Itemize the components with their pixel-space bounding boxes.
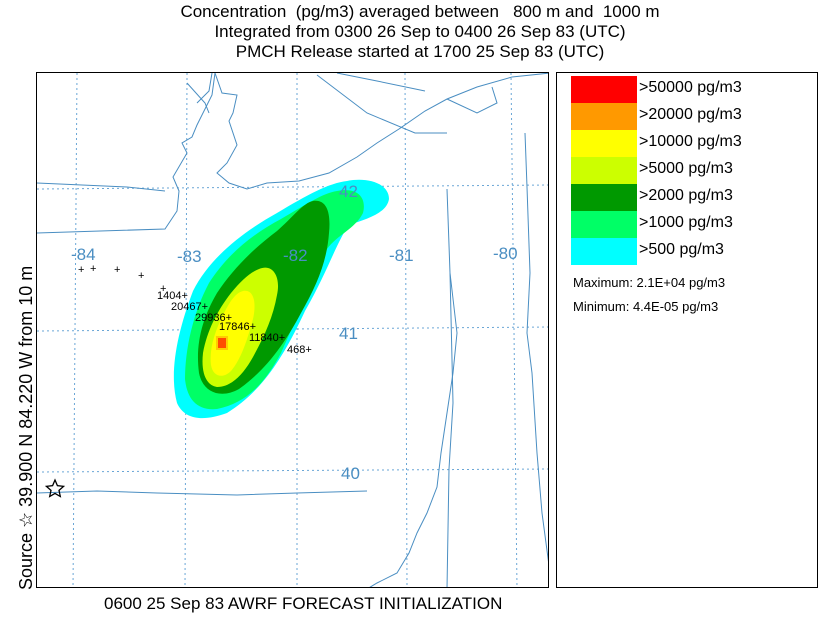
point-value: 11840+ xyxy=(249,332,285,344)
sampler-mark: + xyxy=(78,264,84,276)
lon-label-83: -83 xyxy=(177,247,202,266)
legend-label: >1000 pg/m3 xyxy=(639,214,733,231)
concentration-plume xyxy=(173,179,389,419)
lon-label-80: -80 xyxy=(493,244,518,263)
lon-label-81: -81 xyxy=(389,246,414,265)
title-line-3: PMCH Release started at 1700 25 Sep 83 (… xyxy=(235,42,605,61)
lat-label-40: 40 xyxy=(341,464,360,483)
legend-swatch xyxy=(571,238,637,265)
point-value: 17846+ xyxy=(219,321,256,333)
legend-swatch xyxy=(571,157,637,184)
lat-label-41: 41 xyxy=(339,324,358,343)
latitude-labels: 42 41 40 xyxy=(339,182,360,483)
legend-label: >2000 pg/m3 xyxy=(639,187,733,204)
legend-item-500: >500 pg/m3 xyxy=(571,238,811,265)
legend-label: >500 pg/m3 xyxy=(639,241,724,258)
legend-item-50000: >50000 pg/m3 xyxy=(571,76,811,103)
point-value: 1404+ xyxy=(157,290,188,302)
legend-item-10000: >10000 pg/m3 xyxy=(571,130,811,157)
legend-swatch xyxy=(571,130,637,157)
boundaries xyxy=(37,73,548,587)
star-icon xyxy=(44,478,66,498)
sampler-mark: + xyxy=(90,263,96,275)
lat-label-42: 42 xyxy=(339,182,358,201)
legend-swatch xyxy=(571,76,637,103)
point-values: 1404+ 20467+ 29936+ 17846+ 11840+ 468+ xyxy=(157,290,312,356)
sampler-marks: + + + + + xyxy=(78,263,166,295)
legend-label: >50000 pg/m3 xyxy=(639,79,742,96)
point-value: 29936+ xyxy=(195,312,232,324)
title-line-2: Integrated from 0300 26 Sep to 0400 26 S… xyxy=(214,22,626,41)
legend-swatch xyxy=(571,211,637,238)
longitude-labels: -84 -83 -82 -81 -80 xyxy=(71,244,518,266)
point-value: 468+ xyxy=(287,344,312,356)
legend-item-2000: >2000 pg/m3 xyxy=(571,184,811,211)
legend-item-20000: >20000 pg/m3 xyxy=(571,103,811,130)
contour-10000 xyxy=(210,290,255,376)
contour-20000 xyxy=(216,336,228,350)
minimum-value: Minimum: 4.4E-05 pg/m3 xyxy=(573,299,719,314)
legend-swatch xyxy=(571,103,637,130)
sampler-mark: + xyxy=(138,270,144,282)
sampler-mark: + xyxy=(160,283,166,295)
footer-label: 0600 25 Sep 83 AWRF FORECAST INITIALIZAT… xyxy=(104,594,503,613)
legend-swatch xyxy=(571,184,637,211)
sampler-mark: + xyxy=(114,264,120,276)
lon-label-82: -82 xyxy=(283,246,308,265)
legend-panel: >50000 pg/m3 >20000 pg/m3 >10000 pg/m3 >… xyxy=(556,72,818,588)
point-value: 20467+ xyxy=(171,301,208,313)
lon-label-84: -84 xyxy=(71,245,96,264)
map-title: Concentration (pg/m3) averaged between 8… xyxy=(30,2,810,62)
map-panel: -84 -83 -82 -81 -80 42 41 40 + + + + + 1… xyxy=(36,72,549,588)
title-line-1: Concentration (pg/m3) averaged between 8… xyxy=(180,2,660,21)
legend-item-5000: >5000 pg/m3 xyxy=(571,157,811,184)
legend-label: >5000 pg/m3 xyxy=(639,160,733,177)
maximum-value: Maximum: 2.1E+04 pg/m3 xyxy=(573,275,726,290)
legend-label: >20000 pg/m3 xyxy=(639,106,742,123)
source-location-label: Source ☆ 39.900 N 84.220 W from 10 m xyxy=(16,265,36,590)
legend-item-1000: >1000 pg/m3 xyxy=(571,211,811,238)
map-canvas: -84 -83 -82 -81 -80 42 41 40 + + + + + 1… xyxy=(37,73,548,587)
legend-label: >10000 pg/m3 xyxy=(639,133,742,150)
